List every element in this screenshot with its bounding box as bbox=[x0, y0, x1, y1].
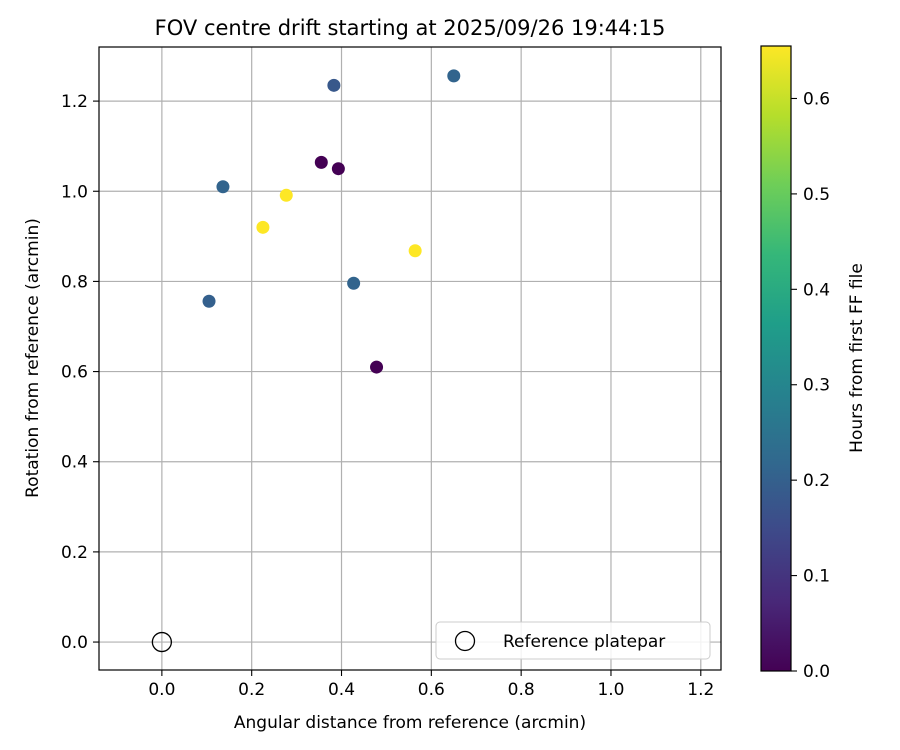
y-tick-label: 1.2 bbox=[61, 92, 88, 112]
data-point bbox=[347, 276, 361, 290]
x-axis-label: Angular distance from reference (arcmin) bbox=[234, 713, 586, 733]
x-tick-label: 1.0 bbox=[597, 680, 624, 700]
data-point bbox=[314, 155, 328, 169]
legend-label-reference-platepar: Reference platepar bbox=[503, 632, 665, 652]
data-point bbox=[331, 162, 345, 176]
data-point bbox=[447, 69, 461, 83]
legend: Reference platepar bbox=[435, 621, 711, 660]
colorbar-tick-label: 0.6 bbox=[803, 89, 830, 109]
chart-title: FOV centre drift starting at 2025/09/26 … bbox=[155, 16, 666, 40]
y-tick-label: 0.4 bbox=[61, 453, 88, 473]
x-axis-ticks: 0.0 0.2 0.4 0.6 0.8 1.0 1.2 bbox=[148, 670, 714, 700]
legend-box bbox=[435, 621, 711, 660]
reference-platepar-marker bbox=[151, 631, 173, 653]
data-point bbox=[216, 180, 230, 194]
colorbar-tick-label: 0.5 bbox=[803, 185, 830, 205]
colorbar: 0.0 0.1 0.2 0.3 0.4 0.5 0.6 Hours from first F… bbox=[760, 45, 867, 682]
colorbar-ticks: 0.0 0.1 0.2 0.3 0.4 0.5 0.6 bbox=[791, 89, 830, 682]
y-tick-label: 0.0 bbox=[61, 633, 88, 653]
x-tick-label: 0.4 bbox=[328, 680, 355, 700]
data-point bbox=[370, 360, 384, 374]
y-tick-label: 0.8 bbox=[61, 272, 88, 292]
x-tick-label: 0.2 bbox=[238, 680, 265, 700]
plot-frame bbox=[98, 46, 722, 671]
x-tick-label: 0.6 bbox=[418, 680, 445, 700]
y-tick-label: 0.2 bbox=[61, 543, 88, 563]
data-point bbox=[256, 220, 270, 234]
data-points bbox=[151, 69, 461, 653]
colorbar-gradient bbox=[760, 45, 792, 672]
colorbar-tick-label: 0.0 bbox=[803, 662, 830, 682]
colorbar-tick-label: 0.4 bbox=[803, 280, 830, 300]
y-tick-label: 0.6 bbox=[61, 363, 88, 383]
data-point bbox=[327, 78, 341, 92]
y-axis-label: Rotation from reference (arcmin) bbox=[23, 218, 43, 498]
colorbar-tick-label: 0.1 bbox=[803, 567, 830, 587]
y-axis-ticks: 0.0 0.2 0.4 0.6 0.8 1.0 1.2 bbox=[61, 92, 99, 653]
y-tick-label: 1.0 bbox=[61, 182, 88, 202]
colorbar-tick-label: 0.3 bbox=[803, 376, 830, 396]
x-tick-label: 0.0 bbox=[148, 680, 175, 700]
data-point bbox=[202, 294, 216, 308]
legend-reference-marker bbox=[454, 630, 476, 652]
grid-lines bbox=[99, 47, 721, 670]
x-tick-label: 0.8 bbox=[508, 680, 535, 700]
x-tick-label: 1.2 bbox=[687, 680, 714, 700]
colorbar-label: Hours from first FF file bbox=[847, 263, 867, 453]
data-point bbox=[279, 188, 293, 202]
data-point bbox=[408, 244, 422, 258]
colorbar-tick-label: 0.2 bbox=[803, 471, 830, 491]
